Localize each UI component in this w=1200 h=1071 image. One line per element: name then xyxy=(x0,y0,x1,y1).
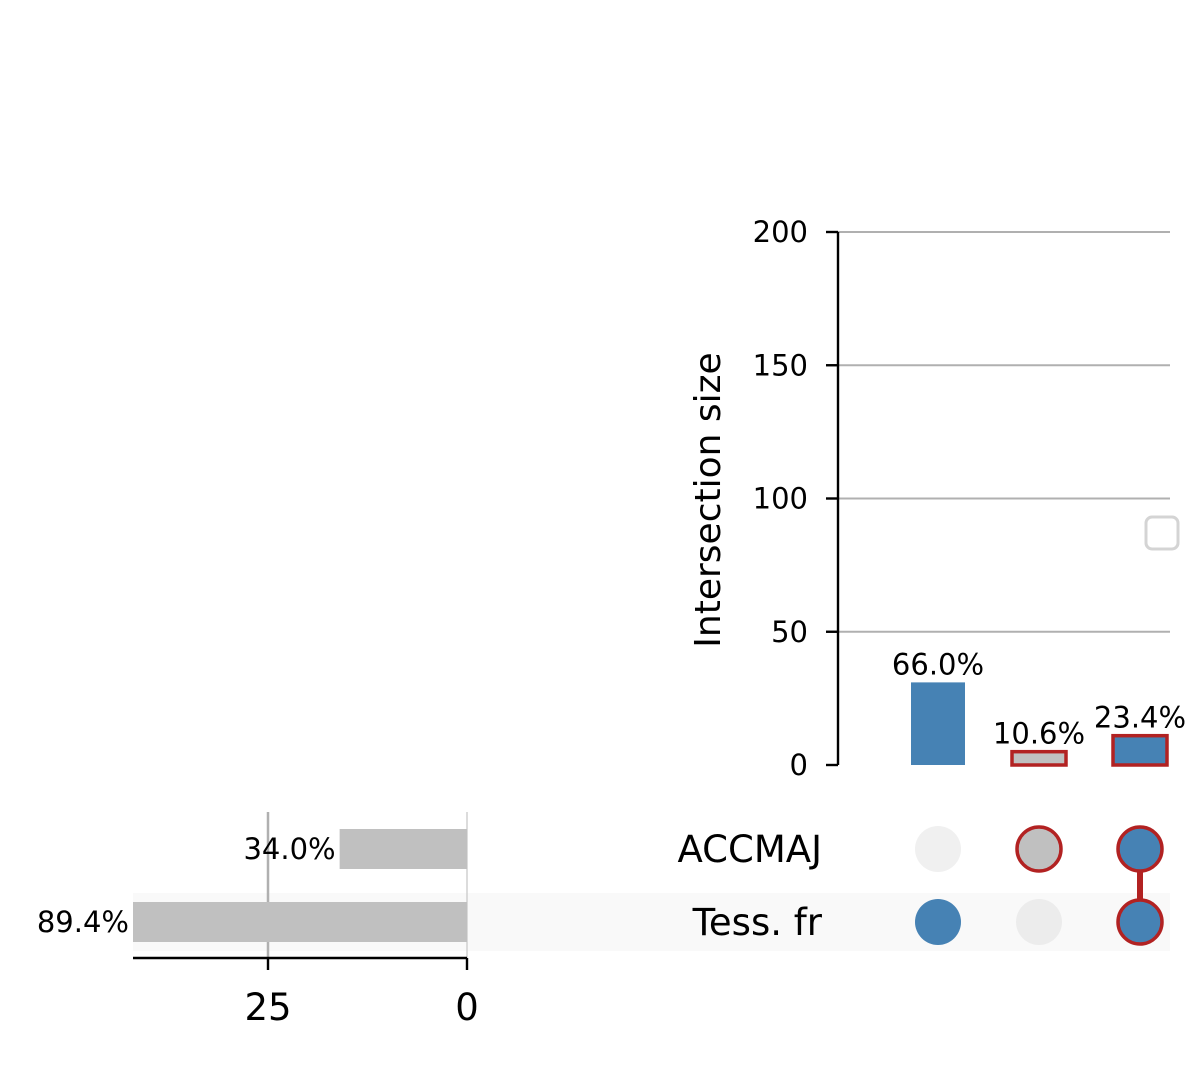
intersection-y-ticks: 0 50 100 150 200 xyxy=(753,215,838,782)
intersection-y-axis-label: Intersection size xyxy=(688,352,729,647)
intersection-bar-label: 66.0% xyxy=(892,647,984,681)
intersection-bar xyxy=(1010,749,1068,767)
set-size-tick-label: 25 xyxy=(244,986,291,1029)
intersection-bar xyxy=(1111,733,1169,767)
set-size-x-ticks: 25 0 xyxy=(244,958,479,1029)
matrix-dot-active xyxy=(1116,825,1164,873)
y-tick-label: 0 xyxy=(790,748,808,782)
y-tick-label: 150 xyxy=(753,348,808,382)
matrix-dot-inactive xyxy=(915,826,961,872)
intersection-matrix xyxy=(915,825,1164,946)
set-size-bars xyxy=(133,829,467,942)
set-name-label: Tess. fr xyxy=(692,901,823,944)
intersection-gridlines xyxy=(838,231,1170,633)
set-size-bar xyxy=(339,829,467,869)
set-size-bar-label: 89.4% xyxy=(37,905,129,939)
set-size-tick-label: 0 xyxy=(455,986,479,1029)
y-tick-label: 50 xyxy=(771,615,808,649)
legend-box xyxy=(1144,515,1180,551)
intersection-bar-label: 10.6% xyxy=(993,717,1085,751)
matrix-dot-active xyxy=(915,899,961,945)
matrix-dot-active xyxy=(1015,825,1063,873)
y-tick-label: 100 xyxy=(753,482,808,516)
intersection-bar xyxy=(911,682,965,765)
set-name-label: ACCMAJ xyxy=(678,828,822,871)
matrix-dot-active xyxy=(1116,898,1164,946)
matrix-dot-inactive xyxy=(1016,899,1062,945)
set-names: ACCMAJ Tess. fr xyxy=(678,828,823,944)
intersection-bars xyxy=(911,682,1169,767)
set-size-bar-label: 34.0% xyxy=(243,832,335,866)
intersection-bar-labels: 66.0% 10.6% 23.4% xyxy=(892,647,1186,750)
set-size-bar xyxy=(133,902,467,942)
set-size-bar-labels: 34.0% 89.4% xyxy=(37,832,336,939)
intersection-bar-label: 23.4% xyxy=(1094,701,1186,735)
y-tick-label: 200 xyxy=(753,215,808,249)
